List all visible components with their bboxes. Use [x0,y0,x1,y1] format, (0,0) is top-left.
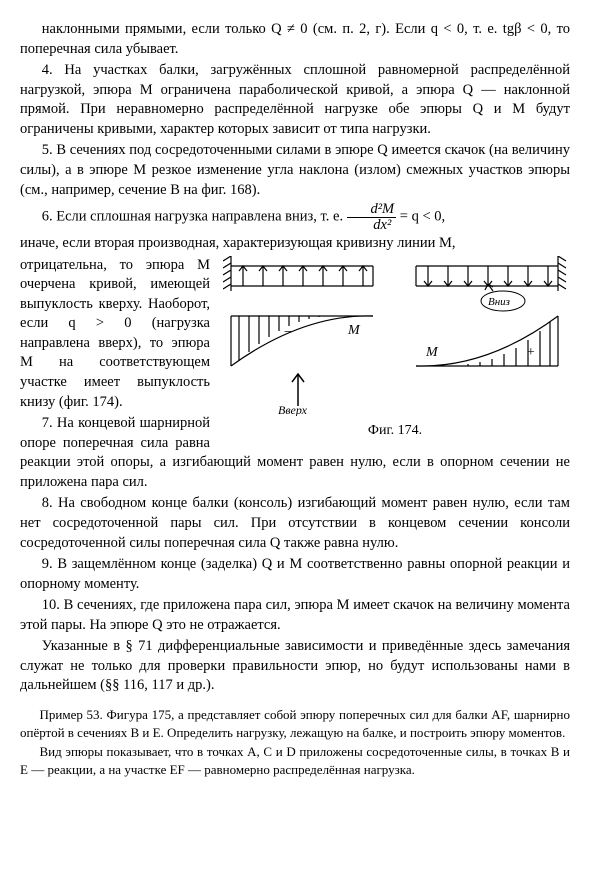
frac-top: d²M [347,202,396,218]
paragraph-13: Вид эпюры показывает, что в точках A, C … [20,743,570,778]
frac-bot: dx² [347,218,396,233]
paragraph-2: 4. На участках балки, загружённых сплошн… [20,61,570,139]
label-down: Вниз [488,296,510,308]
paragraph-12: Пример 53. Фигура 175, a представляет со… [20,706,570,741]
paragraph-8: 8. На свободном конце балки (консоль) из… [20,494,570,553]
paragraph-10: 10. В сечениях, где приложена пара сил, … [20,596,570,635]
paragraph-4: 6. Если сплошная нагрузка направлена вни… [20,202,570,232]
figure-174: − M Вверх [220,256,570,441]
label-m-left: M [347,323,361,338]
figure-row: − M Вверх [220,256,570,416]
figure-left-svg: − M Вверх [223,256,383,416]
label-m-right: M [425,345,439,360]
label-plus: + [526,345,535,360]
label-minus: − [283,325,292,340]
label-up: Вверх [278,403,308,416]
fraction-d2m-dx2: d²M dx² [347,202,396,232]
paragraph-11: Указанные в § 71 дифференциальные зависи… [20,637,570,696]
para4-text-a: 6. Если сплошная нагрузка направлена вни… [42,208,347,224]
paragraph-5: иначе, если вторая производная, характер… [20,234,570,254]
paragraph-9: 9. В защемлённом конце (заделка) Q и M с… [20,555,570,594]
para4-text-b: = q < 0, [396,208,445,224]
figure-caption: Фиг. 174. [220,422,570,441]
figure-right-svg: Вниз M + [408,256,568,416]
paragraph-3: 5. В сечениях под сосредоточенными силам… [20,141,570,200]
paragraph-1: наклонными прямыми, если только Q ≠ 0 (с… [20,20,570,59]
